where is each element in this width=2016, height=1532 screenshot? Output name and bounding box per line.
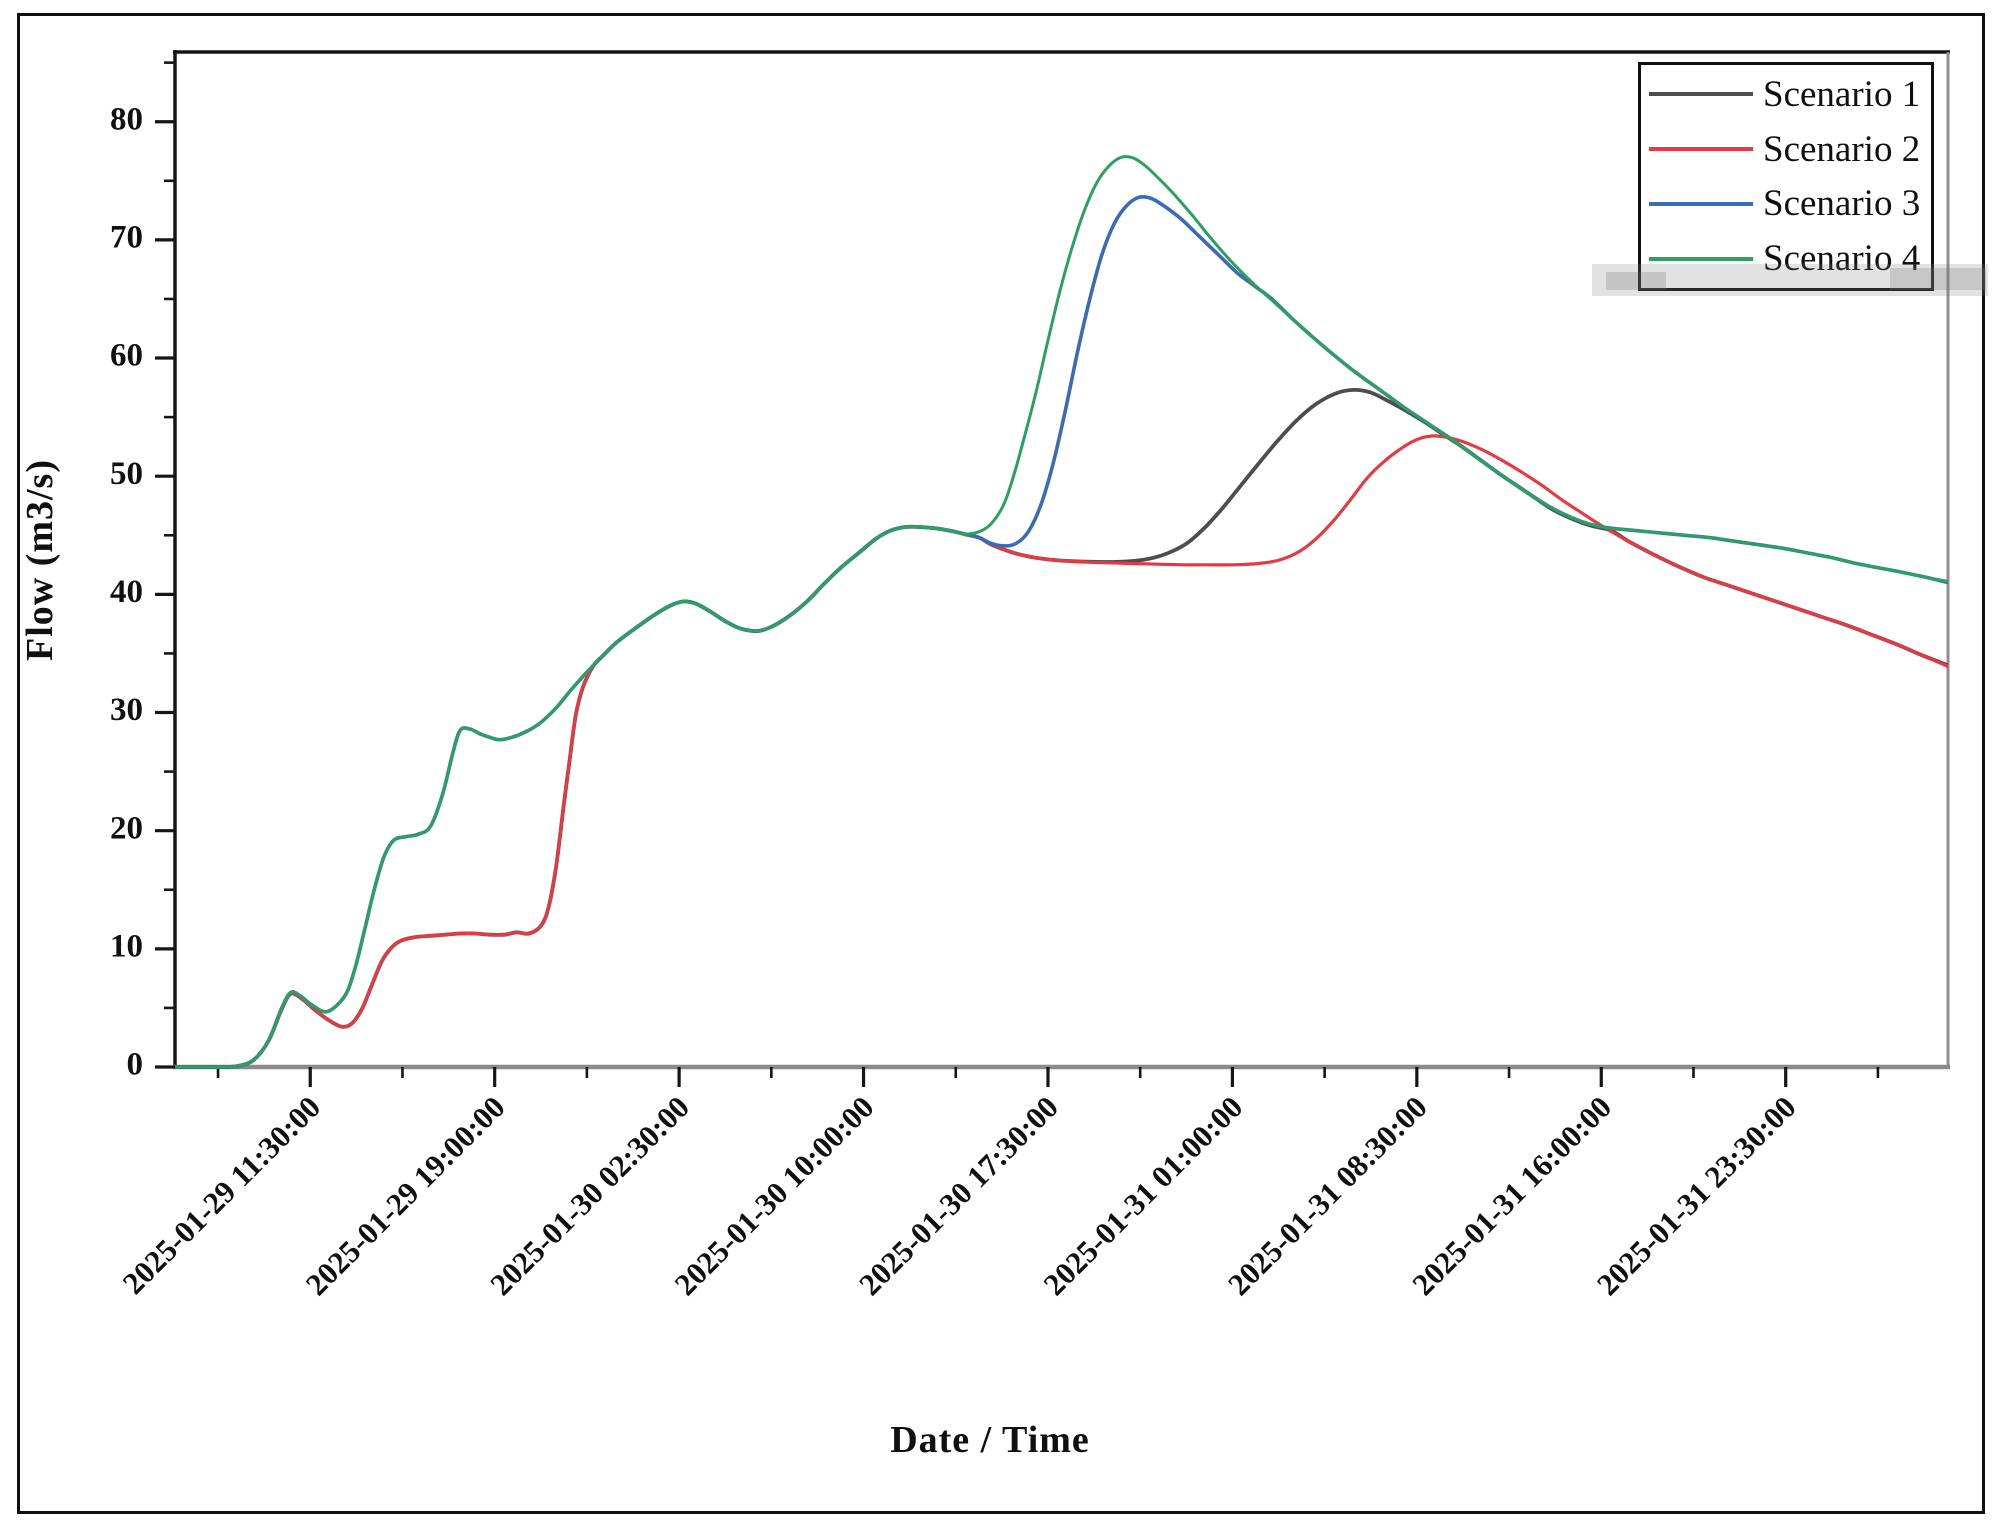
scenario-2-line-swatch — [1649, 147, 1753, 152]
y-tick-label: 40 — [110, 574, 143, 610]
compression-artifact — [1606, 272, 1666, 290]
y-tick-label: 10 — [110, 928, 143, 964]
compression-artifact — [1592, 264, 1988, 296]
series-line-scenario-2 — [175, 434, 1948, 1069]
scenario-1-line-swatch — [1649, 92, 1753, 97]
x-tick-label: 2025-01-31 08:30:00 — [1221, 1089, 1434, 1302]
x-tick-label: 2025-01-31 01:00:00 — [1036, 1089, 1249, 1302]
figure-border — [17, 13, 1985, 1514]
y-tick-label: 20 — [110, 810, 143, 846]
legend-label: Scenario 4 — [1763, 238, 1921, 280]
legend-item-scenario-4: Scenario 4 — [1641, 233, 1931, 285]
legend: Scenario 1 Scenario 2 Scenario 3 Scenari… — [1638, 62, 1934, 291]
x-tick-label: 2025-01-30 02:30:00 — [483, 1089, 696, 1302]
x-tick-label: 2025-01-30 10:00:00 — [668, 1089, 881, 1302]
legend-item-scenario-2: Scenario 2 — [1641, 123, 1931, 175]
y-tick-label: 60 — [110, 338, 143, 374]
legend-label: Scenario 3 — [1763, 183, 1921, 225]
y-tick-label: 0 — [127, 1047, 144, 1083]
x-tick-label: 2025-01-30 17:30:00 — [852, 1089, 1065, 1302]
x-tick-label: 2025-01-31 16:00:00 — [1405, 1089, 1618, 1302]
x-tick-label: 2025-01-31 23:30:00 — [1590, 1089, 1803, 1302]
x-axis-title: Date / Time — [890, 1419, 1090, 1461]
y-tick-label: 50 — [110, 456, 143, 492]
y-tick-label: 70 — [110, 219, 143, 255]
scenario-3-line-swatch — [1649, 201, 1753, 206]
y-tick-label: 30 — [110, 692, 143, 728]
compression-artifact — [1890, 268, 1986, 290]
y-tick-label: 80 — [110, 101, 143, 137]
series-line-scenario-4 — [175, 155, 1948, 1069]
y-axis-title: Flow (m3/s) — [19, 458, 61, 662]
legend-label: Scenario 1 — [1763, 73, 1921, 115]
series-line-scenario-1 — [175, 387, 1948, 1069]
legend-label: Scenario 2 — [1763, 128, 1921, 170]
legend-item-scenario-1: Scenario 1 — [1641, 68, 1931, 120]
x-tick-label: 2025-01-29 11:30:00 — [116, 1089, 328, 1301]
scenario-4-line-swatch — [1649, 256, 1753, 261]
x-tick-label: 2025-01-29 19:00:00 — [299, 1089, 512, 1302]
legend-item-scenario-3: Scenario 3 — [1641, 178, 1931, 230]
